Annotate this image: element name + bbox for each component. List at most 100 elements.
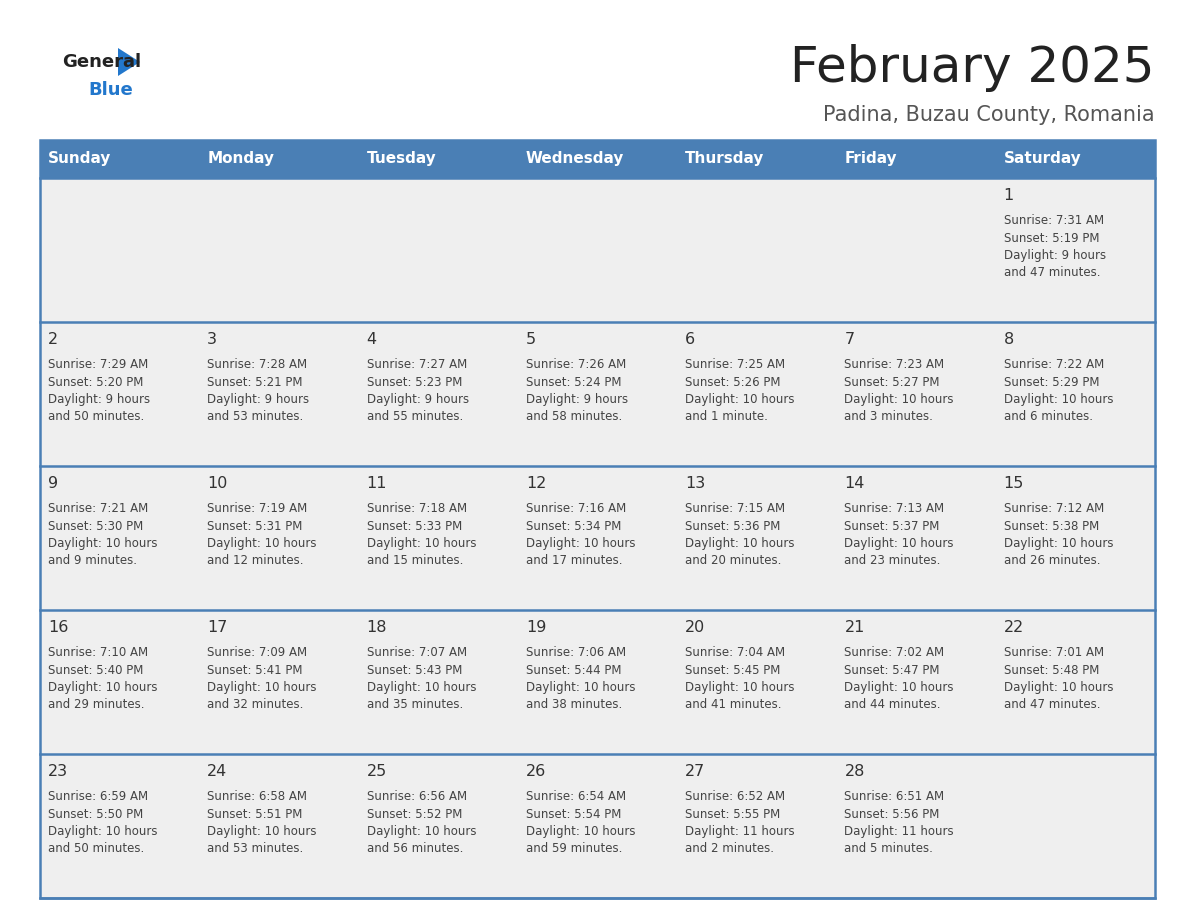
Bar [40, 322, 1155, 466]
Text: Sunrise: 6:52 AM: Sunrise: 6:52 AM [685, 790, 785, 803]
Text: and 53 minutes.: and 53 minutes. [207, 843, 304, 856]
Text: and 47 minutes.: and 47 minutes. [1004, 266, 1100, 279]
Text: Daylight: 9 hours: Daylight: 9 hours [207, 393, 309, 406]
Text: Sunrise: 6:56 AM: Sunrise: 6:56 AM [367, 790, 467, 803]
Text: 10: 10 [207, 476, 228, 491]
Text: Sunset: 5:54 PM: Sunset: 5:54 PM [526, 808, 621, 821]
Text: Sunset: 5:31 PM: Sunset: 5:31 PM [207, 520, 303, 532]
Text: 11: 11 [367, 476, 387, 491]
Text: and 3 minutes.: and 3 minutes. [845, 410, 934, 423]
Text: Thursday: Thursday [685, 151, 765, 166]
Text: Sunset: 5:34 PM: Sunset: 5:34 PM [526, 520, 621, 532]
Text: 23: 23 [48, 764, 68, 779]
Text: and 20 minutes.: and 20 minutes. [685, 554, 782, 567]
Text: Daylight: 10 hours: Daylight: 10 hours [367, 537, 476, 550]
Text: Sunrise: 7:19 AM: Sunrise: 7:19 AM [207, 502, 308, 515]
Text: Daylight: 10 hours: Daylight: 10 hours [685, 681, 795, 694]
Text: Tuesday: Tuesday [367, 151, 436, 166]
Text: Sunset: 5:33 PM: Sunset: 5:33 PM [367, 520, 462, 532]
Text: and 32 minutes.: and 32 minutes. [207, 699, 304, 711]
Bar [40, 754, 1155, 898]
Text: and 58 minutes.: and 58 minutes. [526, 410, 623, 423]
Text: 24: 24 [207, 764, 228, 779]
Text: Sunset: 5:55 PM: Sunset: 5:55 PM [685, 808, 781, 821]
Text: Sunset: 5:23 PM: Sunset: 5:23 PM [367, 375, 462, 388]
Text: Sunrise: 7:13 AM: Sunrise: 7:13 AM [845, 502, 944, 515]
Text: Sunset: 5:41 PM: Sunset: 5:41 PM [207, 664, 303, 677]
Text: Sunset: 5:40 PM: Sunset: 5:40 PM [48, 664, 144, 677]
Text: 12: 12 [526, 476, 546, 491]
Text: Sunset: 5:27 PM: Sunset: 5:27 PM [845, 375, 940, 388]
Text: and 29 minutes.: and 29 minutes. [48, 699, 145, 711]
Text: Sunset: 5:21 PM: Sunset: 5:21 PM [207, 375, 303, 388]
Text: Sunset: 5:37 PM: Sunset: 5:37 PM [845, 520, 940, 532]
Text: Sunrise: 6:54 AM: Sunrise: 6:54 AM [526, 790, 626, 803]
Text: Daylight: 10 hours: Daylight: 10 hours [1004, 537, 1113, 550]
Text: 2: 2 [48, 332, 58, 347]
Text: 14: 14 [845, 476, 865, 491]
Text: Daylight: 10 hours: Daylight: 10 hours [526, 537, 636, 550]
Text: Sunrise: 7:02 AM: Sunrise: 7:02 AM [845, 646, 944, 659]
Text: Daylight: 9 hours: Daylight: 9 hours [1004, 249, 1106, 262]
Text: 9: 9 [48, 476, 58, 491]
Text: Sunrise: 7:21 AM: Sunrise: 7:21 AM [48, 502, 148, 515]
Text: Sunrise: 7:04 AM: Sunrise: 7:04 AM [685, 646, 785, 659]
Text: 8: 8 [1004, 332, 1015, 347]
Text: Daylight: 10 hours: Daylight: 10 hours [1004, 393, 1113, 406]
Text: Sunrise: 7:18 AM: Sunrise: 7:18 AM [367, 502, 467, 515]
Text: Friday: Friday [845, 151, 897, 166]
Bar [40, 610, 1155, 754]
Text: 26: 26 [526, 764, 546, 779]
Text: Sunrise: 6:58 AM: Sunrise: 6:58 AM [207, 790, 308, 803]
Text: and 50 minutes.: and 50 minutes. [48, 843, 144, 856]
Text: 6: 6 [685, 332, 695, 347]
Text: 27: 27 [685, 764, 706, 779]
Text: Sunset: 5:29 PM: Sunset: 5:29 PM [1004, 375, 1099, 388]
Text: Daylight: 10 hours: Daylight: 10 hours [367, 681, 476, 694]
Text: Daylight: 10 hours: Daylight: 10 hours [367, 825, 476, 838]
Text: General: General [62, 53, 141, 71]
Text: Sunset: 5:24 PM: Sunset: 5:24 PM [526, 375, 621, 388]
Text: and 12 minutes.: and 12 minutes. [207, 554, 304, 567]
Text: Sunset: 5:50 PM: Sunset: 5:50 PM [48, 808, 144, 821]
Text: Sunrise: 7:29 AM: Sunrise: 7:29 AM [48, 358, 148, 371]
Text: Daylight: 10 hours: Daylight: 10 hours [685, 393, 795, 406]
Text: and 55 minutes.: and 55 minutes. [367, 410, 463, 423]
Text: Daylight: 10 hours: Daylight: 10 hours [48, 825, 158, 838]
Text: and 6 minutes.: and 6 minutes. [1004, 410, 1093, 423]
Text: Daylight: 10 hours: Daylight: 10 hours [207, 825, 317, 838]
Text: and 5 minutes.: and 5 minutes. [845, 843, 934, 856]
Text: Sunset: 5:56 PM: Sunset: 5:56 PM [845, 808, 940, 821]
Text: Daylight: 10 hours: Daylight: 10 hours [207, 681, 317, 694]
Text: and 41 minutes.: and 41 minutes. [685, 699, 782, 711]
Text: 15: 15 [1004, 476, 1024, 491]
Text: Daylight: 10 hours: Daylight: 10 hours [845, 681, 954, 694]
Text: Sunset: 5:19 PM: Sunset: 5:19 PM [1004, 231, 1099, 244]
Text: Daylight: 10 hours: Daylight: 10 hours [845, 537, 954, 550]
Text: 1: 1 [1004, 188, 1015, 203]
Text: Daylight: 10 hours: Daylight: 10 hours [526, 825, 636, 838]
Text: Daylight: 10 hours: Daylight: 10 hours [845, 393, 954, 406]
Text: February 2025: February 2025 [790, 44, 1155, 92]
Text: Sunset: 5:30 PM: Sunset: 5:30 PM [48, 520, 144, 532]
Text: and 26 minutes.: and 26 minutes. [1004, 554, 1100, 567]
Text: Sunrise: 7:16 AM: Sunrise: 7:16 AM [526, 502, 626, 515]
Text: 19: 19 [526, 620, 546, 635]
Text: and 15 minutes.: and 15 minutes. [367, 554, 463, 567]
Text: 28: 28 [845, 764, 865, 779]
Text: and 47 minutes.: and 47 minutes. [1004, 699, 1100, 711]
Text: 5: 5 [526, 332, 536, 347]
Text: 18: 18 [367, 620, 387, 635]
Text: 3: 3 [207, 332, 217, 347]
Text: and 50 minutes.: and 50 minutes. [48, 410, 144, 423]
Text: and 17 minutes.: and 17 minutes. [526, 554, 623, 567]
Text: Sunset: 5:26 PM: Sunset: 5:26 PM [685, 375, 781, 388]
Text: Sunset: 5:20 PM: Sunset: 5:20 PM [48, 375, 144, 388]
Text: Daylight: 9 hours: Daylight: 9 hours [367, 393, 469, 406]
Text: Sunrise: 7:15 AM: Sunrise: 7:15 AM [685, 502, 785, 515]
Text: Daylight: 10 hours: Daylight: 10 hours [685, 537, 795, 550]
Text: Sunrise: 7:22 AM: Sunrise: 7:22 AM [1004, 358, 1104, 371]
Text: 4: 4 [367, 332, 377, 347]
Text: Daylight: 10 hours: Daylight: 10 hours [1004, 681, 1113, 694]
Text: Sunrise: 7:31 AM: Sunrise: 7:31 AM [1004, 214, 1104, 227]
